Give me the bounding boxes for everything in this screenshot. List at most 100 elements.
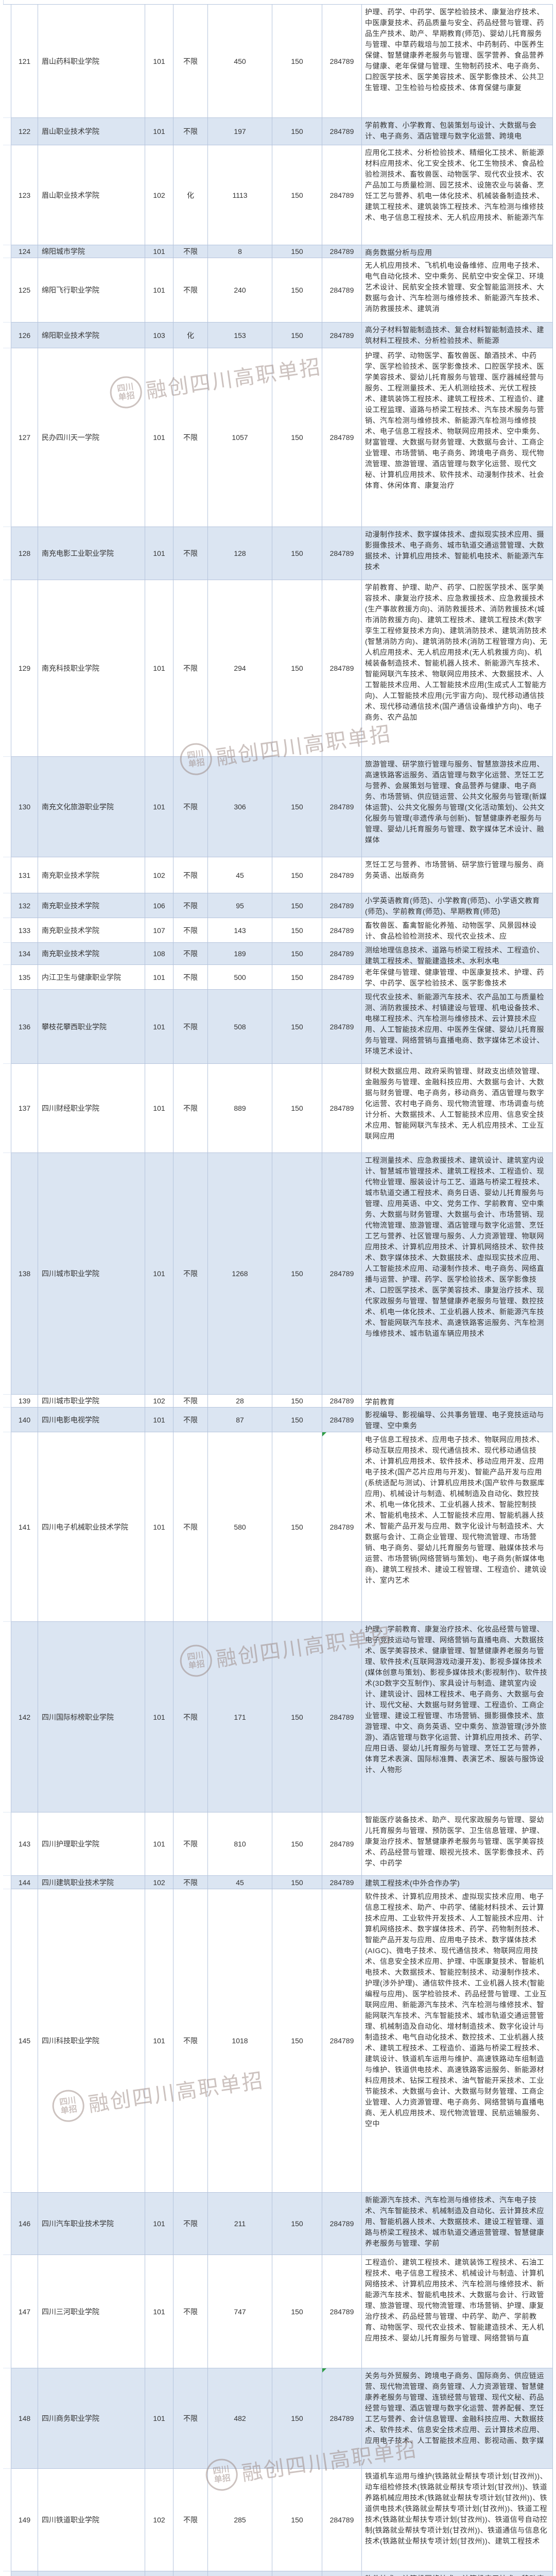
subject-requirement-cell: 化 — [173, 145, 208, 245]
college-name-cell: 民办四川天一学院 — [38, 348, 145, 527]
subject-requirement-cell: 不限 — [173, 1432, 208, 1622]
plan-count-cell: 128 — [208, 527, 272, 580]
subject-requirement-cell: 不限 — [173, 918, 208, 943]
college-name-cell: 绵阳飞行职业学院 — [38, 258, 145, 323]
total-score-cell: 150 — [272, 1064, 322, 1153]
row-number-cell: 122 — [11, 118, 38, 145]
table-row: 128 南充电影工业职业学院 101 不限 128 150 284789 动漫制… — [3, 527, 553, 580]
college-code-cell: 101 — [145, 1622, 173, 1812]
college-code-cell: 101 — [145, 757, 173, 857]
green-corner-marker — [322, 2368, 326, 2372]
plan-count-cell: 28 — [208, 1395, 272, 1408]
applicant-count-value: 284789 — [329, 901, 354, 910]
majors-list-cell: 护理、药学、动物医学、畜牧兽医、酿酒技术、中药学、医学检验技术、医学影像技术、口… — [362, 348, 553, 527]
table-row: 135 内江卫生与健康职业学院 101 不限 500 150 284789 老年… — [3, 965, 553, 990]
majors-list-cell: 小学英语教育(师范)、小学教育(师范)、小学语文教育(师范)、学前教育(师范)、… — [362, 893, 553, 918]
table-row: 140 四川电影电视学院 101 不限 87 150 284789 影视编导、影… — [3, 1408, 553, 1432]
total-score-cell: 150 — [272, 1432, 322, 1622]
college-name-cell: 南充职业技术学院 — [38, 857, 145, 893]
applicant-count-value: 284789 — [329, 127, 354, 135]
majors-list-cell: 工程测量技术、应急救援技术、建筑设计、建筑室内设计、智慧城市管理技术、建筑工程技… — [362, 1153, 553, 1395]
majors-list-cell: 商务数据分析与应用 — [362, 245, 553, 258]
total-score-cell: 150 — [272, 323, 322, 348]
applicant-count-cell: 284789 — [322, 2255, 362, 2368]
total-score-cell: 150 — [272, 5, 322, 118]
applicant-count-cell: 284789 — [322, 757, 362, 857]
applicant-count-value: 284789 — [329, 2414, 354, 2422]
majors-list-cell: 护理、药学、中药学、医学检验技术、康复治疗技术、中医康复技术、药品质量与安全、药… — [362, 5, 553, 118]
majors-list-cell: 高分子材料智能制造技术、复合材料智能制造技术、建筑材料工程技术、分析检验技术、新… — [362, 323, 553, 348]
plan-count-cell: 800 — [208, 2571, 272, 2576]
subject-requirement-cell: 不限 — [173, 1876, 208, 1889]
college-name-cell: 四川电影电视学院 — [38, 1408, 145, 1432]
college-name-cell: 攀枝花攀西职业学院 — [38, 990, 145, 1064]
applicant-count-cell: 284789 — [322, 990, 362, 1064]
subject-requirement-cell: 不限 — [173, 5, 208, 118]
row-number-cell: 124 — [11, 245, 38, 258]
applicant-count-value: 284789 — [329, 331, 354, 340]
college-name-cell: 南充职业技术学院 — [38, 918, 145, 943]
college-code-cell: 101 — [145, 1812, 173, 1876]
total-score-cell: 150 — [272, 918, 322, 943]
college-code-cell: 106 — [145, 893, 173, 918]
gutter-cell — [3, 1812, 11, 1876]
row-number-cell: 137 — [11, 1064, 38, 1153]
college-name-cell: 四川电子机械职业技术学院 — [38, 1432, 145, 1622]
college-code-cell: 102 — [145, 1395, 173, 1408]
gutter-cell — [3, 323, 11, 348]
majors-list-cell: 旅游管理、研学旅行管理与服务、智慧旅游技术应用、高速铁路客运服务、酒店管理与数字… — [362, 757, 553, 857]
plan-count-cell: 8 — [208, 245, 272, 258]
college-name-cell: 南充职业技术学院 — [38, 893, 145, 918]
college-code-cell: 102 — [145, 857, 173, 893]
subject-requirement-cell: 不限 — [173, 527, 208, 580]
applicant-count-cell: 284789 — [322, 893, 362, 918]
college-code-cell: 101 — [145, 965, 173, 990]
applicant-count-cell: 284789 — [322, 580, 362, 757]
table-row: 122 眉山职业技术学院 101 不限 197 150 284789 学前教育、… — [3, 118, 553, 145]
row-number-cell: 125 — [11, 258, 38, 323]
applicant-count-value: 284789 — [329, 433, 354, 442]
gutter-cell — [3, 1064, 11, 1153]
table-row: 144 四川建筑职业技术学院 102 不限 45 150 284789 建筑工程… — [3, 1876, 553, 1889]
row-number-cell: 123 — [11, 145, 38, 245]
majors-list-cell: 学前教育 — [362, 1395, 553, 1408]
gutter-cell — [3, 1432, 11, 1622]
table-row: 131 南充职业技术学院 102 不限 45 150 284789 烹饪工艺与营… — [3, 857, 553, 893]
plan-count-cell: 143 — [208, 918, 272, 943]
applicant-count-value: 284789 — [329, 1840, 354, 1848]
applicant-count-value: 284789 — [329, 871, 354, 879]
plan-count-cell: 889 — [208, 1064, 272, 1153]
subject-requirement-cell: 不限 — [173, 118, 208, 145]
gutter-cell — [3, 857, 11, 893]
applicant-count-cell: 284789 — [322, 2368, 362, 2469]
gutter-cell — [3, 145, 11, 245]
college-code-cell: 101 — [145, 1153, 173, 1395]
applicant-count-value: 284789 — [329, 2219, 354, 2228]
total-score-cell: 150 — [272, 2571, 322, 2576]
college-name-cell: 眉山药科职业学院 — [38, 5, 145, 118]
college-code-cell: 101 — [145, 348, 173, 527]
applicant-count-value: 284789 — [329, 1713, 354, 1721]
college-code-cell: 101 — [145, 990, 173, 1064]
row-number-cell: 142 — [11, 1622, 38, 1812]
row-number-cell: 128 — [11, 527, 38, 580]
applicant-count-cell: 284789 — [322, 1812, 362, 1876]
total-score-cell: 150 — [272, 1889, 322, 2193]
majors-list-cell: 关务与外贸服务、跨境电子商务、国际商务、供应链运营、现代物流管理、商务管理、人力… — [362, 2368, 553, 2469]
gutter-cell — [3, 348, 11, 527]
total-score-cell: 150 — [272, 2193, 322, 2255]
plan-count-cell: 153 — [208, 323, 272, 348]
applicant-count-value: 284789 — [329, 1522, 354, 1531]
total-score-cell: 150 — [272, 943, 322, 965]
total-score-cell: 150 — [272, 1812, 322, 1876]
college-code-cell: 101 — [145, 2255, 173, 2368]
plan-count-cell: 95 — [208, 893, 272, 918]
college-code-cell: 103 — [145, 323, 173, 348]
majors-list-cell: 财税大数据应用、政府采购管理、财政支出绩效管理、金融服务与管理、金融科技应用、大… — [362, 1064, 553, 1153]
applicant-count-value: 284789 — [329, 1269, 354, 1278]
college-name-cell: 四川科技职业学院 — [38, 1889, 145, 2193]
college-code-cell: 101 — [145, 118, 173, 145]
row-number-cell: 129 — [11, 580, 38, 757]
applicant-count-value: 284789 — [329, 191, 354, 199]
applicant-count-cell: 284789 — [322, 1408, 362, 1432]
